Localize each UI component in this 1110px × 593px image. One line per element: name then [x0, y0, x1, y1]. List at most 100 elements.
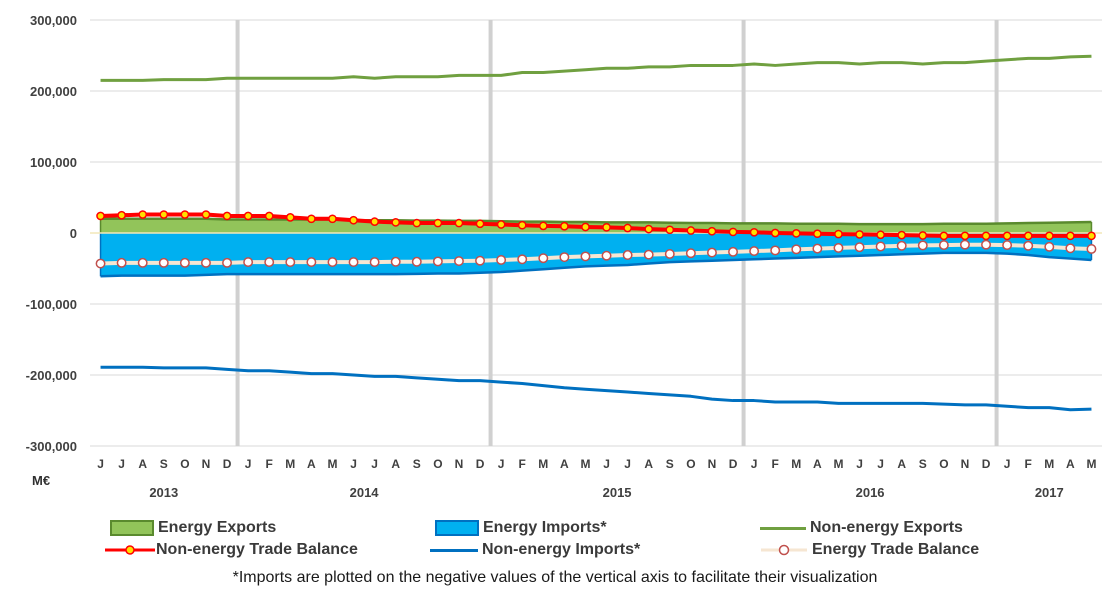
y-tick-label: -300,000	[26, 439, 77, 454]
x-tick-label: M	[1044, 457, 1054, 471]
x-tick-label: A	[391, 457, 400, 471]
point-energy-trade-balance	[728, 246, 738, 257]
x-tick-label: F	[772, 457, 779, 471]
point-energy-trade-balance	[812, 243, 823, 254]
point-non-energy-trade-balance	[264, 211, 274, 221]
x-tick-label: A	[644, 457, 653, 471]
point-energy-trade-balance	[1002, 240, 1013, 251]
point-non-energy-trade-balance	[96, 211, 105, 221]
x-tick-label: J	[498, 457, 505, 471]
point-non-energy-trade-balance	[307, 214, 316, 224]
x-tick-label: A	[897, 457, 906, 471]
x-tick-label: A	[138, 457, 147, 471]
area-edge	[100, 217, 1092, 226]
point-non-energy-trade-balance	[686, 226, 696, 235]
y-tick-label: 200,000	[30, 84, 77, 99]
point-non-energy-trade-balance	[728, 227, 738, 237]
x-tick-label: M	[833, 457, 843, 471]
x-tick-label: J	[118, 457, 125, 471]
x-tick-label: M	[580, 457, 590, 471]
chart: 300,000 200,000 100,000 0 -100,000 -200,000 -3…	[26, 13, 1102, 500]
point-non-energy-trade-balance	[433, 218, 443, 228]
point-energy-trade-balance	[643, 249, 654, 260]
point-energy-trade-balance	[496, 255, 507, 265]
point-energy-trade-balance	[411, 256, 422, 267]
legend-label: Energy Trade Balance	[812, 541, 980, 558]
x-tick-label: S	[160, 457, 168, 471]
point-non-energy-trade-balance	[412, 218, 422, 228]
x-tick-label: J	[1004, 457, 1011, 471]
x-tick-label: M	[1086, 457, 1096, 471]
point-non-energy-trade-balance	[665, 225, 675, 235]
legend-item-non-energy-trade-balance: Non-energy Trade Balance	[104, 540, 358, 560]
point-energy-trade-balance	[960, 239, 970, 250]
point-energy-trade-balance	[432, 256, 443, 267]
point-energy-trade-balance	[896, 240, 907, 251]
point-non-energy-trade-balance	[328, 214, 337, 224]
point-non-energy-trade-balance	[813, 229, 822, 239]
legend-swatch-red-markers	[105, 545, 155, 555]
point-non-energy-trade-balance	[602, 222, 611, 232]
series-line-non-energy-imports-	[100, 365, 1092, 412]
x-tick-label: A	[1066, 457, 1075, 471]
y-tick-label: 300,000	[30, 13, 77, 28]
point-energy-trade-balance	[1086, 244, 1097, 254]
x-tick-label: O	[939, 457, 948, 471]
y-tick-label: -100,000	[26, 297, 77, 312]
point-non-energy-trade-balance	[855, 230, 864, 239]
legend-swatch-green-area	[110, 520, 154, 536]
x-tick-label: D	[982, 457, 991, 471]
legend-swatch-blue-line	[430, 548, 478, 552]
point-non-energy-trade-balance	[791, 229, 801, 238]
point-energy-trade-balance	[749, 246, 760, 257]
point-non-energy-trade-balance	[159, 210, 169, 219]
point-energy-trade-balance	[390, 256, 401, 267]
x-tick-label: N	[961, 457, 970, 471]
x-tick-label: J	[603, 457, 610, 471]
point-non-energy-trade-balance	[201, 210, 211, 219]
x-tick-label: J	[350, 457, 357, 471]
point-non-energy-trade-balance	[981, 231, 991, 241]
legend-item-non-energy-imports: Non-energy Imports*	[430, 540, 640, 560]
x-tick-label: M	[285, 457, 295, 471]
point-energy-trade-balance	[158, 257, 169, 268]
point-non-energy-trade-balance	[834, 229, 843, 239]
point-non-energy-trade-balance	[918, 231, 928, 240]
point-energy-trade-balance	[1044, 241, 1055, 252]
point-energy-trade-balance	[580, 251, 591, 262]
x-year-label: 2015	[603, 485, 632, 500]
point-non-energy-trade-balance	[581, 222, 590, 232]
legend-swatch-green-line	[760, 526, 806, 530]
point-energy-trade-balance	[264, 257, 275, 268]
point-non-energy-trade-balance	[243, 211, 253, 221]
point-energy-trade-balance	[622, 250, 633, 260]
point-non-energy-trade-balance	[222, 211, 232, 221]
x-tick-label: D	[476, 457, 485, 471]
point-energy-trade-balance	[95, 258, 106, 269]
point-non-energy-trade-balance	[138, 210, 148, 219]
x-tick-label: F	[519, 457, 526, 471]
legend-item-energy-trade-balance: Energy Trade Balance	[760, 540, 979, 560]
point-energy-trade-balance	[243, 257, 254, 268]
point-energy-trade-balance	[875, 241, 886, 252]
point-energy-trade-balance	[938, 240, 949, 251]
point-non-energy-trade-balance	[960, 231, 970, 241]
legend-item-non-energy-exports: Non-energy Exports	[760, 518, 963, 538]
x-tick-label: O	[433, 457, 442, 471]
point-non-energy-trade-balance	[707, 226, 717, 236]
point-energy-trade-balance	[854, 242, 865, 253]
point-non-energy-trade-balance	[285, 213, 295, 222]
x-tick-label: F	[266, 457, 273, 471]
x-tick-label: J	[97, 457, 104, 471]
x-tick-label: N	[708, 457, 717, 471]
point-energy-trade-balance	[475, 255, 485, 266]
point-energy-trade-balance	[601, 250, 612, 261]
legend-swatch-blue-area	[435, 520, 479, 536]
y-tick-label: -200,000	[26, 368, 77, 383]
point-non-energy-trade-balance	[391, 218, 401, 227]
point-energy-trade-balance	[833, 242, 844, 253]
x-year-label: 2013	[149, 485, 178, 500]
x-tick-label: S	[413, 457, 421, 471]
y-tick-label: 0	[70, 226, 77, 241]
